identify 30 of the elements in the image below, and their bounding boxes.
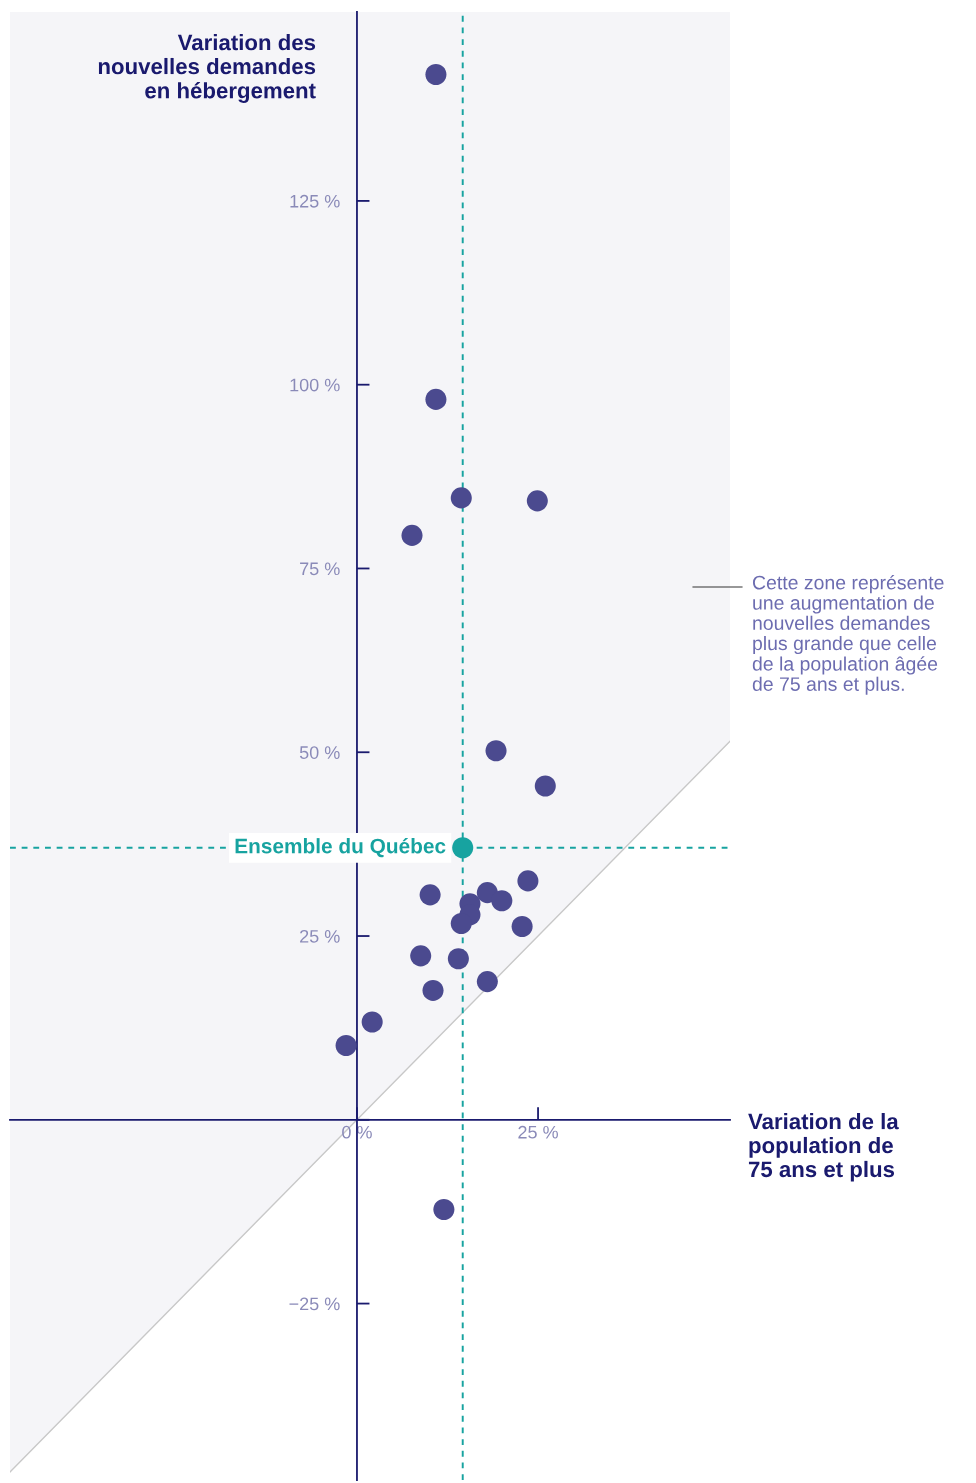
point [335,1035,357,1057]
point [425,63,447,86]
point [433,1198,455,1221]
point [450,913,472,935]
point [534,775,556,797]
text: Cette zone représente une augmentation de nouvelles demandes plus grande que celle de la population âgée de 75 ans et plus. [752,575,944,695]
point [401,524,423,546]
point [511,915,533,937]
series-label: Ensemble du Québec [235,837,446,858]
point [361,1011,383,1033]
point [450,487,472,509]
y-tick-label: 25 % [300,929,340,943]
point [447,948,469,970]
y-tick-label: 75 % [300,562,340,576]
point [476,971,498,993]
point [419,884,441,906]
y-tick-label: −25 % [289,1297,340,1311]
point [491,890,513,912]
point [452,837,474,859]
point [410,945,432,967]
point [485,740,507,762]
y-tick-label: 100 % [290,378,340,392]
point [422,979,444,1001]
point [425,388,447,410]
point [526,490,548,512]
y-tick-label: 50 % [299,746,340,759]
y-axis-title: Variation des nouvelles demandes en hébergement [98,34,316,103]
point [517,870,539,892]
y-tick-label: 125 % [290,194,340,208]
x-axis-title: Variation de la population de 75 ans et plus [748,1113,899,1182]
